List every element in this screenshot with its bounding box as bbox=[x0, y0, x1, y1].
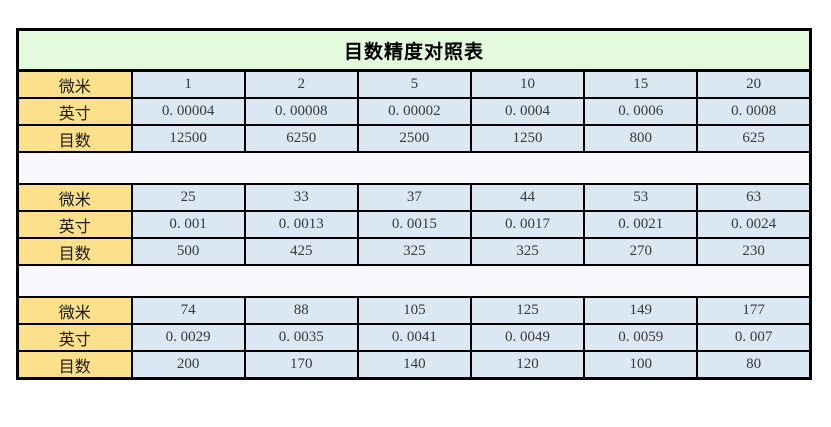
cell-mesh: 1250 bbox=[469, 124, 586, 153]
spacer-row bbox=[16, 151, 812, 185]
cell-micron: 5 bbox=[356, 69, 472, 99]
row-label-micron: 微米 bbox=[16, 69, 133, 99]
cell-micron: 177 bbox=[696, 296, 812, 325]
cell-inch: 0. 0006 bbox=[583, 97, 699, 126]
spacer-row bbox=[16, 264, 812, 298]
cell-mesh: 270 bbox=[583, 237, 699, 266]
cell-mesh: 140 bbox=[356, 350, 472, 380]
cell-inch: 0. 00002 bbox=[356, 97, 472, 126]
cell-inch: 0. 0004 bbox=[469, 97, 586, 126]
row-label-inch: 英寸 bbox=[16, 323, 133, 352]
row-label-mesh: 目数 bbox=[16, 124, 133, 153]
spacer-cell bbox=[16, 151, 812, 185]
cell-micron: 88 bbox=[243, 296, 359, 325]
cell-inch: 0. 0017 bbox=[469, 210, 586, 239]
title-row: 目数精度对照表 bbox=[16, 28, 812, 72]
cell-micron: 10 bbox=[469, 69, 586, 99]
table-row-micron: 微米 74 88 105 125 149 177 bbox=[16, 296, 812, 325]
row-label-inch: 英寸 bbox=[16, 97, 133, 126]
cell-inch: 0. 0029 bbox=[130, 323, 246, 352]
cell-micron: 44 bbox=[469, 183, 586, 212]
table-row-mesh: 目数 200 170 140 120 100 80 bbox=[16, 350, 812, 380]
cell-micron: 149 bbox=[583, 296, 699, 325]
row-label-micron: 微米 bbox=[16, 296, 133, 325]
cell-mesh: 325 bbox=[356, 237, 472, 266]
cell-micron: 33 bbox=[243, 183, 359, 212]
cell-mesh: 120 bbox=[469, 350, 586, 380]
cell-micron: 2 bbox=[243, 69, 359, 99]
cell-micron: 37 bbox=[356, 183, 472, 212]
cell-inch: 0. 0021 bbox=[583, 210, 699, 239]
mesh-precision-table: 目数精度对照表 微米 1 2 5 10 15 20 英寸 0. 00004 0.… bbox=[16, 28, 812, 380]
cell-micron: 53 bbox=[583, 183, 699, 212]
cell-inch: 0. 0049 bbox=[469, 323, 586, 352]
cell-inch: 0. 00004 bbox=[130, 97, 246, 126]
cell-mesh: 325 bbox=[469, 237, 586, 266]
row-label-mesh: 目数 bbox=[16, 237, 133, 266]
table-row-micron: 微米 25 33 37 44 53 63 bbox=[16, 183, 812, 212]
cell-micron: 74 bbox=[130, 296, 246, 325]
cell-inch: 0. 00008 bbox=[243, 97, 359, 126]
cell-inch: 0. 0059 bbox=[583, 323, 699, 352]
cell-mesh: 12500 bbox=[130, 124, 246, 153]
cell-inch: 0. 0035 bbox=[243, 323, 359, 352]
cell-mesh: 800 bbox=[583, 124, 699, 153]
cell-micron: 63 bbox=[696, 183, 812, 212]
cell-micron: 1 bbox=[130, 69, 246, 99]
cell-inch: 0. 007 bbox=[696, 323, 812, 352]
cell-inch: 0. 0013 bbox=[243, 210, 359, 239]
cell-inch: 0. 0041 bbox=[356, 323, 472, 352]
cell-mesh: 625 bbox=[696, 124, 812, 153]
cell-micron: 125 bbox=[469, 296, 586, 325]
table-row-inch: 英寸 0. 0029 0. 0035 0. 0041 0. 0049 0. 00… bbox=[16, 323, 812, 352]
cell-micron: 15 bbox=[583, 69, 699, 99]
cell-mesh: 6250 bbox=[243, 124, 359, 153]
table-title: 目数精度对照表 bbox=[16, 28, 812, 72]
cell-mesh: 2500 bbox=[356, 124, 472, 153]
cell-mesh: 230 bbox=[696, 237, 812, 266]
cell-inch: 0. 0015 bbox=[356, 210, 472, 239]
row-label-micron: 微米 bbox=[16, 183, 133, 212]
cell-mesh: 170 bbox=[243, 350, 359, 380]
cell-micron: 105 bbox=[356, 296, 472, 325]
table-row-mesh: 目数 500 425 325 325 270 230 bbox=[16, 237, 812, 266]
cell-inch: 0. 001 bbox=[130, 210, 246, 239]
table-row-inch: 英寸 0. 00004 0. 00008 0. 00002 0. 0004 0.… bbox=[16, 97, 812, 126]
cell-mesh: 200 bbox=[130, 350, 246, 380]
table-row-mesh: 目数 12500 6250 2500 1250 800 625 bbox=[16, 124, 812, 153]
cell-inch: 0. 0024 bbox=[696, 210, 812, 239]
table-row-micron: 微米 1 2 5 10 15 20 bbox=[16, 69, 812, 99]
cell-mesh: 500 bbox=[130, 237, 246, 266]
cell-mesh: 100 bbox=[583, 350, 699, 380]
row-label-mesh: 目数 bbox=[16, 350, 133, 380]
spacer-cell bbox=[16, 264, 812, 298]
cell-micron: 25 bbox=[130, 183, 246, 212]
cell-mesh: 425 bbox=[243, 237, 359, 266]
cell-mesh: 80 bbox=[696, 350, 812, 380]
row-label-inch: 英寸 bbox=[16, 210, 133, 239]
table-row-inch: 英寸 0. 001 0. 0013 0. 0015 0. 0017 0. 002… bbox=[16, 210, 812, 239]
cell-micron: 20 bbox=[696, 69, 812, 99]
cell-inch: 0. 0008 bbox=[696, 97, 812, 126]
